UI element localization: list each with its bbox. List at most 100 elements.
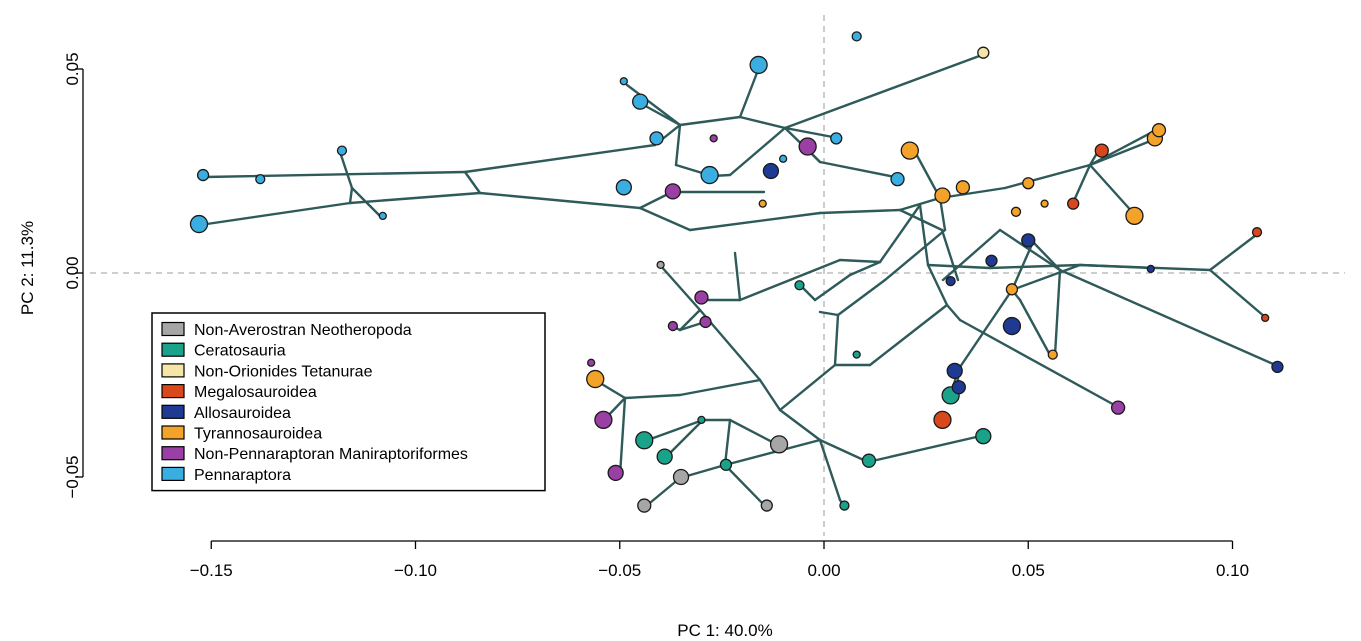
data-point [1040,199,1049,208]
tree-branch [723,438,822,467]
x-tick-label: 0.00 [807,561,840,580]
x-tick-label: −0.10 [394,561,437,580]
data-point [1010,206,1022,217]
y-tick-label: 0.05 [63,52,82,85]
tree-branch [738,258,842,302]
data-point [1151,123,1167,138]
tree-branch [663,418,705,460]
tree-branch [833,313,840,367]
tree-branch [1088,163,1137,217]
tree-branch [926,263,949,307]
tree-branch [1208,230,1262,272]
tree-branch [723,463,768,509]
legend-swatch [161,446,185,461]
tree-branch [723,418,732,467]
tree-branch [1058,268,1282,369]
legend-swatch [161,404,185,419]
tree-branch [898,208,944,232]
legend-label: Ceratosauria [194,343,286,360]
tree-branch [1018,298,1052,357]
data-point [255,174,266,185]
legend-swatch [161,425,185,440]
data-point [852,350,861,359]
tree-branch [658,263,702,312]
data-point [779,154,788,163]
data-point [934,187,951,204]
tree-branch [1208,268,1267,319]
data-point [709,134,718,143]
tree-branch [350,186,384,220]
data-point [1125,206,1144,226]
tree-branch [463,143,657,174]
data-point [1094,143,1109,158]
legend-label: Allosauroidea [194,405,291,422]
data-point [798,137,817,156]
data-point [656,448,673,465]
data-point [1002,316,1022,336]
data-point [632,93,649,110]
data-point [637,498,652,513]
tree-branch [818,208,902,215]
data-point [1047,349,1058,360]
tree-branch [818,310,840,317]
legend: Non-Averostran Neotheropoda Ceratosauria N… [151,312,546,492]
tree-branch [198,201,352,227]
tree-branch [1053,268,1062,357]
tree-branch [813,273,852,302]
tree-branch [638,101,682,127]
legend-swatch [161,466,185,481]
data-point [851,31,862,42]
data-point [977,46,990,59]
data-point [615,179,632,196]
legend-swatch [161,342,185,357]
data-point [587,358,596,367]
data-point [762,162,780,180]
data-point [975,428,992,445]
x-tick-label: 0.10 [1216,561,1249,580]
data-point [749,55,768,75]
legend-label: Non-Averostran Neotheropoda [194,322,412,339]
data-point [664,183,682,200]
legend-swatch [161,321,185,337]
tree-branch [783,53,984,130]
tree-branch [988,263,1082,270]
tree-branch [912,148,942,200]
data-point [656,260,665,269]
legend-box [151,312,546,492]
legend-label: Megalosauroidea [194,384,317,401]
tree-branch [1078,263,1153,270]
tree-branch [623,393,682,400]
data-point [699,315,712,329]
x-axis-title: PC 1: 40.0% [677,621,772,640]
tree-branch [678,378,762,397]
x-tick-label: −0.15 [190,561,233,580]
data-point [946,362,963,380]
tree-branch [674,123,682,167]
tree-branch [678,115,742,127]
data-points [189,31,1284,513]
legend-label: Non-Orionides Tetanurae [194,363,373,380]
data-point [839,500,850,511]
data-point [586,369,605,389]
tree-branch [638,206,692,232]
tree-branch [643,476,682,509]
tree-branch [868,303,949,367]
data-point [607,464,624,482]
tree-branch [1088,136,1160,167]
legend-swatch [161,363,185,378]
data-point [1146,264,1155,274]
tree-branch [866,433,987,464]
data-point [861,453,877,468]
tree-branch [945,303,962,322]
y-tick-label: 0.00 [63,256,82,289]
tree-branch [643,418,705,443]
legend-label: Tyrannosauroidea [194,426,322,443]
tree-branch [625,83,682,127]
data-point [830,132,843,145]
data-point [700,165,719,185]
data-point [1261,313,1270,323]
data-point [378,211,387,221]
data-point [189,214,209,234]
tree-branch [478,191,642,210]
legend-label: Non-Pennaraptoran Maniraptoriformes [194,446,468,463]
